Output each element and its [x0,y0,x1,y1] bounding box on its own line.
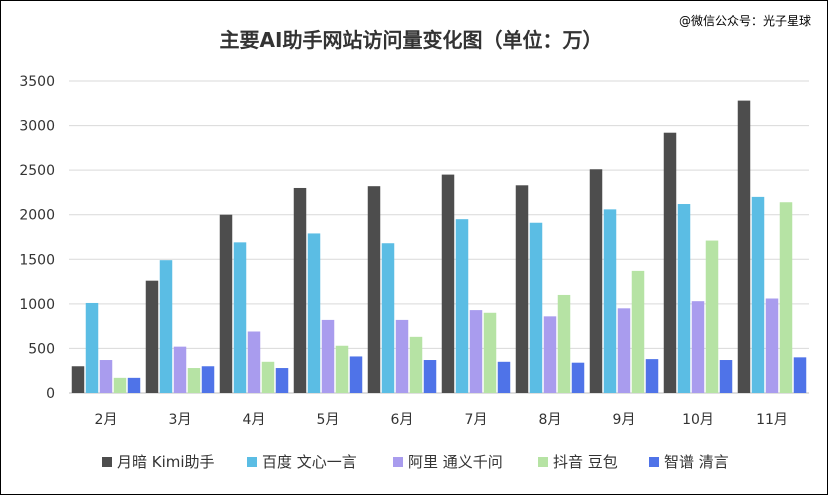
legend-swatch [102,457,112,467]
bar [663,132,677,393]
bar [497,361,511,393]
y-tick-label: 3500 [19,74,55,90]
bar [719,360,733,393]
bar [705,240,719,393]
bar [261,361,275,393]
legend-swatch [538,457,548,467]
y-tick-label: 2500 [19,163,55,179]
bar [589,169,603,393]
legend-label: 抖音 豆包 [553,453,618,471]
gridlines [69,80,809,394]
bar [691,301,705,393]
x-tick-label: 9月 [613,412,636,428]
x-tick-label: 2月 [95,412,118,428]
bar [751,196,765,393]
bar [529,222,543,393]
legend-label: 阿里 通义千问 [408,453,503,471]
y-tick-label: 1000 [19,297,55,313]
bar [631,270,645,393]
bar [571,362,585,393]
bar [483,312,497,393]
y-tick-label: 500 [28,341,55,357]
bar [557,294,571,393]
bar [127,377,141,393]
x-axis-ticks: 2月 3月 4月 5月 6月 7月 8月 9月 10月 11月 [95,412,788,428]
bar [247,331,261,393]
bar [677,204,691,393]
bar [455,219,469,393]
x-tick-label: 8月 [539,412,562,428]
x-tick-label: 4月 [243,412,266,428]
bar [159,260,173,393]
x-tick-label: 3月 [169,412,192,428]
bar [409,336,423,393]
legend-swatch [393,457,403,467]
bar [99,360,113,393]
y-axis-ticks: 0 500 1000 1500 2000 2500 3000 3500 [19,74,55,402]
bar [395,319,409,393]
bar [219,214,233,393]
x-tick-label: 6月 [391,412,414,428]
x-tick-label: 11月 [756,412,788,428]
x-tick-label: 5月 [317,412,340,428]
bar [423,360,437,393]
bar [275,368,289,393]
bar [367,186,381,393]
bar [187,368,201,393]
bar [645,359,659,393]
bar [71,366,85,393]
bar [85,302,99,393]
legend-swatch [649,457,659,467]
bar [381,243,395,393]
legend: 月暗 Kimi助手 百度 文心一言 阿里 通义千问 抖音 豆包 智谱 清言 [102,453,729,471]
bar [321,319,335,393]
legend-swatch [247,457,257,467]
bar [603,209,617,393]
bar [335,345,349,393]
bar [617,308,631,393]
bar [307,233,321,393]
bar [293,187,307,393]
legend-label: 月暗 Kimi助手 [117,453,215,471]
bar [233,242,247,393]
bar [543,316,557,393]
bar [173,346,187,393]
bars [71,100,807,394]
y-tick-label: 0 [46,386,55,402]
y-tick-label: 1500 [19,252,55,268]
y-tick-label: 3000 [19,119,55,135]
bar [441,174,455,393]
x-tick-label: 7月 [465,412,488,428]
bar [349,356,363,393]
legend-label: 智谱 清言 [664,453,729,471]
y-tick-label: 2000 [19,208,55,224]
x-tick-label: 10月 [682,412,714,428]
bar [779,202,793,393]
watermark-text: @微信公众号：光子星球 [679,14,811,28]
chart-title: 主要AI助手网站访问量变化图（单位：万） [220,28,603,52]
bar [201,366,215,393]
bar [793,357,807,393]
bar [469,310,483,393]
bar [737,100,751,394]
bar [765,298,779,393]
bar [113,377,127,393]
legend-label: 百度 文心一言 [262,453,357,471]
bar [515,185,529,393]
bar [145,280,159,393]
